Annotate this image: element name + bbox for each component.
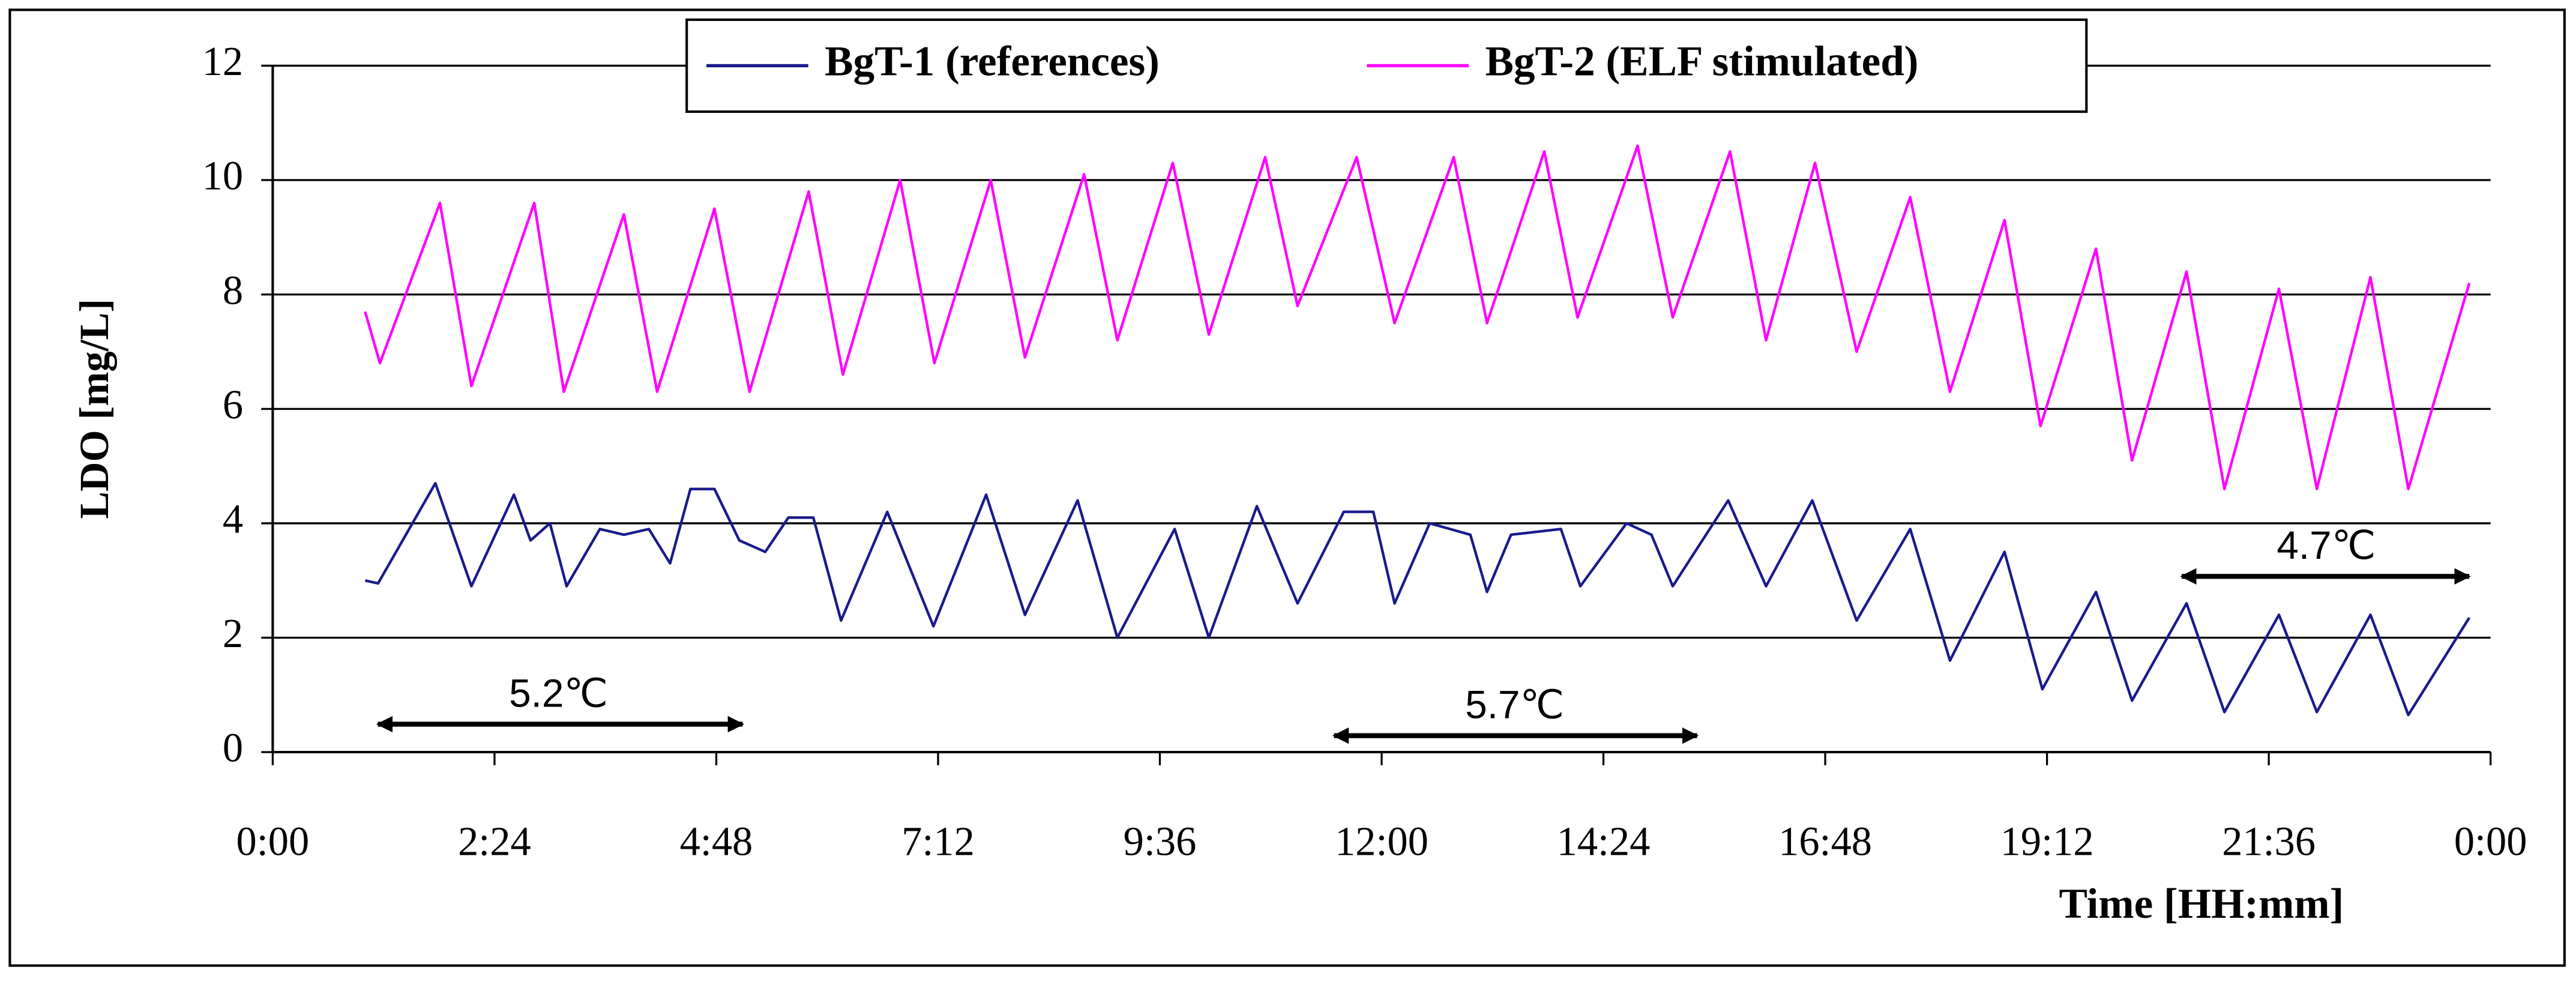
x-tick-label: 16:48 (1778, 819, 1872, 864)
annotation-5-7: 5.7℃ (1332, 682, 1699, 744)
annotation-5-2: 5.2℃ (376, 671, 744, 733)
x-tick-label: 9:36 (1124, 819, 1197, 864)
annotation-text: 5.2℃ (509, 671, 608, 715)
chart-border (8, 8, 2566, 967)
x-tick-label: 19:12 (2000, 819, 2094, 864)
y-tick-label: 0 (223, 725, 243, 771)
legend-label: BgT-2 (ELF stimulated) (1485, 38, 1918, 85)
legend: BgT-1 (references) BgT-2 (ELF stimulated) (685, 18, 2088, 113)
x-tick-label: 2:24 (458, 819, 531, 864)
x-axis-title: Time [HH:mm] (2059, 881, 2344, 927)
y-tick-label: 8 (223, 267, 243, 313)
y-axis-title: LDO [mg/L] (71, 299, 117, 519)
series-line (364, 144, 2471, 490)
x-tick-label: 0:00 (2454, 819, 2527, 864)
legend-label: BgT-1 (references) (825, 38, 1160, 85)
x-tick-label: 21:36 (2222, 819, 2316, 864)
annotation-4-7: 4.7℃ (2180, 523, 2471, 585)
annotation-text: 5.7℃ (1465, 682, 1564, 726)
y-tick-label: 10 (202, 153, 243, 199)
x-tick-label: 4:48 (680, 819, 753, 864)
y-tick-label: 4 (223, 496, 243, 542)
y-tick-label: 12 (202, 38, 243, 84)
x-tick-label: 0:00 (236, 819, 310, 864)
y-tick-label: 2 (223, 610, 243, 656)
y-tick-label: 6 (223, 382, 243, 427)
annotation-text: 4.7℃ (2277, 523, 2376, 567)
x-tick-label: 12:00 (1335, 819, 1428, 864)
x-tick-label: 7:12 (901, 819, 975, 864)
series-line (364, 481, 2471, 717)
x-tick-label: 14:24 (1557, 819, 1651, 864)
